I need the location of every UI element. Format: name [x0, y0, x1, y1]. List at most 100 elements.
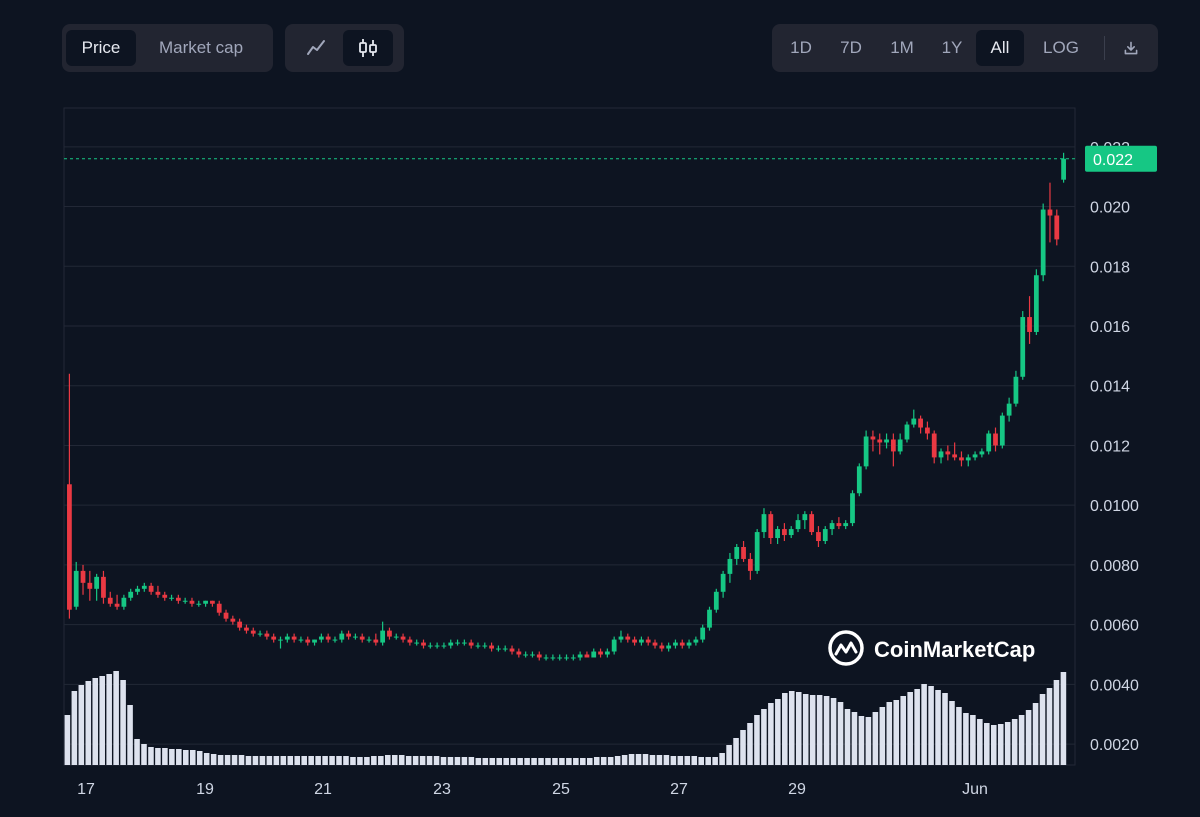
y-tick-label: 0.0080: [1090, 558, 1139, 575]
candle-body: [965, 457, 971, 461]
candle: [393, 633, 399, 640]
volume-bar: [823, 696, 830, 765]
price-tab[interactable]: Price: [66, 30, 136, 66]
candle: [652, 639, 658, 649]
volume-bar: [747, 723, 753, 765]
candle-body: [332, 639, 338, 641]
candle-body: [175, 597, 181, 601]
volume-bar: [802, 694, 809, 765]
volume-bar: [287, 756, 294, 765]
volume-bar: [78, 685, 85, 765]
candle-body: [264, 633, 270, 637]
y-tick-label: 0.0060: [1090, 618, 1139, 635]
volume-bar: [677, 756, 684, 765]
candle: [686, 639, 692, 649]
volume-bar: [997, 724, 1004, 765]
candle: [945, 445, 951, 461]
range-1y[interactable]: 1Y: [941, 38, 963, 57]
range-7d[interactable]: 7D: [840, 38, 862, 57]
volume-bar: [343, 756, 349, 765]
market-cap-tab[interactable]: Market cap: [158, 38, 244, 57]
candle-body: [959, 457, 964, 461]
candle-body: [155, 591, 161, 595]
candle: [713, 588, 719, 613]
log-scale-toggle[interactable]: LOG: [1043, 38, 1079, 57]
volume-bar: [141, 744, 147, 765]
volume-bar: [921, 684, 927, 765]
volume-bars: [64, 671, 1067, 765]
candle-body: [203, 600, 208, 604]
volume-bar: [538, 758, 544, 765]
candle-body: [925, 427, 930, 434]
volume-bar: [482, 758, 489, 765]
volume-bar: [984, 723, 990, 765]
range-all[interactable]: All: [976, 30, 1024, 66]
candle-body: [639, 639, 644, 643]
download-button[interactable]: [1111, 30, 1151, 66]
candle-body: [135, 588, 140, 592]
watermark-text: CoinMarketCap: [874, 637, 1035, 662]
candle: [611, 636, 617, 655]
chart-type-toggle: [285, 24, 404, 72]
volume-bar: [440, 757, 447, 765]
candle: [979, 448, 985, 458]
volume-bar: [782, 693, 788, 765]
candle-body: [67, 484, 72, 610]
range-1m[interactable]: 1M: [890, 38, 914, 57]
candle: [67, 373, 72, 619]
candle-body: [530, 654, 535, 656]
candle-body: [632, 639, 637, 643]
candle: [1054, 209, 1060, 246]
current-price-badge: [1085, 145, 1157, 172]
candle: [822, 526, 828, 545]
candle: [632, 636, 637, 646]
grid-lines: [63, 107, 1076, 766]
volume-bar: [524, 758, 530, 765]
volume-bar: [169, 749, 175, 765]
volume-bar: [552, 758, 558, 765]
range-1d[interactable]: 1D: [790, 38, 812, 57]
x-tick-label: 29: [788, 781, 806, 798]
candle-body: [822, 529, 828, 542]
candle: [747, 552, 753, 580]
volume-bar: [489, 758, 496, 765]
candle: [918, 415, 923, 434]
candle-body: [1006, 403, 1012, 416]
volume-bar: [85, 681, 92, 765]
volume-bar: [635, 754, 642, 765]
candle-body: [271, 636, 277, 640]
volume-bar: [454, 757, 461, 765]
candle: [244, 624, 249, 634]
candle-body: [993, 433, 998, 446]
candle-body: [1013, 376, 1019, 404]
candle-body: [359, 636, 365, 640]
volume-bar: [308, 756, 314, 765]
volume-bar: [134, 739, 140, 765]
candle-body: [843, 523, 849, 527]
volume-bar: [315, 756, 321, 765]
candle-body: [278, 639, 283, 641]
y-tick-label: 0.012: [1090, 438, 1130, 455]
candle: [734, 544, 740, 565]
candle-body: [952, 454, 958, 458]
candlestick-button[interactable]: [343, 30, 393, 66]
volume-bar: [64, 715, 71, 765]
candle-body: [230, 618, 236, 622]
candle-body: [114, 603, 120, 607]
x-tick-label: 25: [552, 781, 570, 798]
candle-body: [237, 621, 243, 628]
candle: [727, 552, 733, 583]
candle-body: [1033, 275, 1039, 332]
candle-body: [863, 436, 869, 467]
volume-bar: [907, 692, 913, 765]
candle: [128, 588, 134, 601]
candle: [795, 514, 801, 533]
candle: [387, 627, 392, 640]
line-chart-button[interactable]: [289, 30, 343, 66]
current-price-label: 0.022: [1093, 152, 1133, 169]
volume-bar: [545, 758, 551, 765]
candle-body: [591, 651, 597, 658]
volume-bar: [357, 757, 363, 765]
candle-body: [496, 648, 501, 650]
